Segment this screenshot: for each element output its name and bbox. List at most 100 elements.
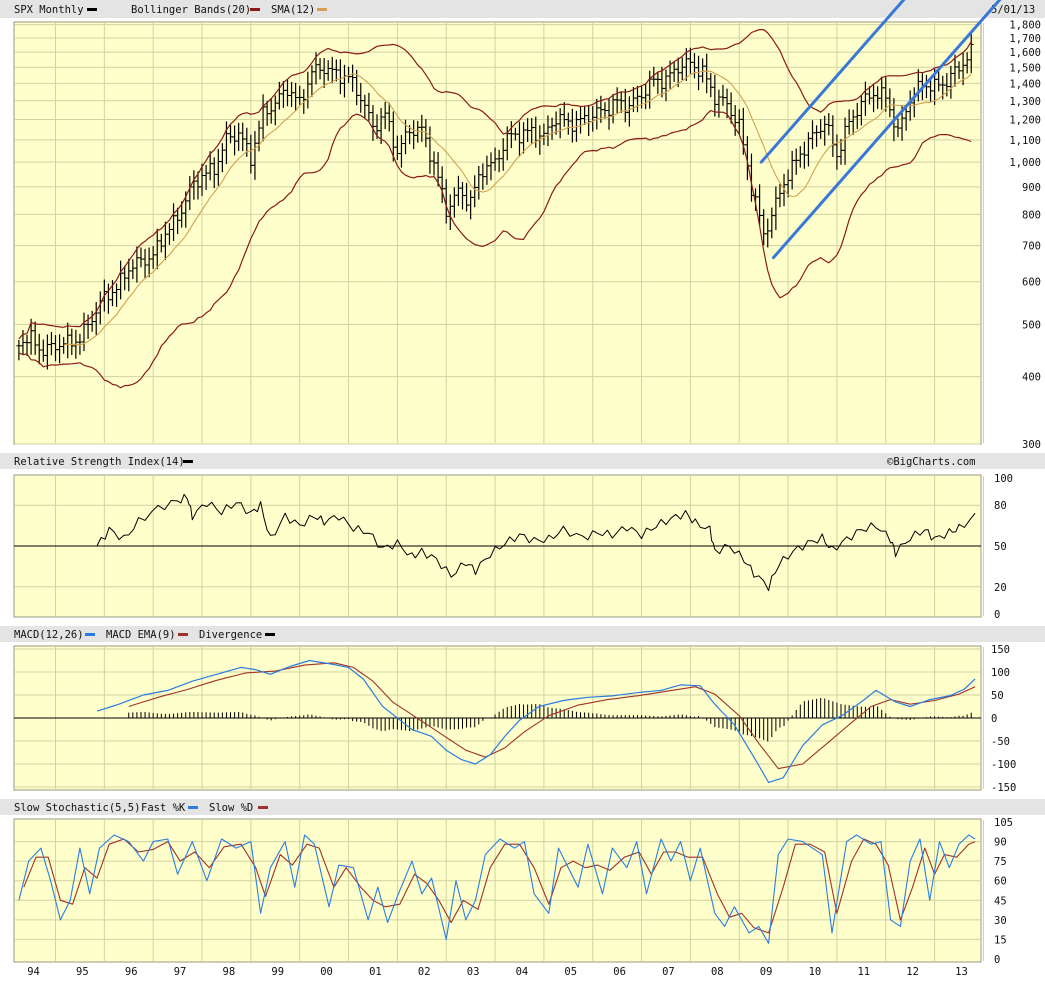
price-ytick-400: 400 [1022,372,1041,384]
price-ytick-1300: 1,300 [1009,96,1041,108]
legend-divergence-swatch [265,633,275,636]
stoch-legend: Slow Stochastic(5,5) Fast %K Slow %D [14,802,268,814]
macd-ytick-0: 0 [991,713,997,725]
x-label-02: 02 [418,966,431,978]
price-ytick-1000: 1,000 [1009,157,1041,169]
legend-sma-swatch [317,8,327,11]
stoch-ytick-60: 60 [994,876,1007,888]
price-legend: SPX Monthly Bollinger Bands(20) SMA(12) [14,4,327,16]
rsi-ytick-20: 20 [994,582,1007,594]
stoch-header-bar [0,799,1045,815]
macd-gridlines [15,647,984,789]
legend-sma-label: SMA(12) [271,4,315,16]
price-ytick-800: 800 [1022,209,1041,221]
x-label-11: 11 [857,966,870,978]
x-label-94: 94 [27,966,40,978]
macd-ytick--150: -150 [991,782,1016,794]
price-ytick-1700: 1,700 [1009,33,1041,45]
rsi-ytick-80: 80 [994,500,1007,512]
price-plot-area [13,21,982,445]
stoch-ytick-45: 45 [994,895,1007,907]
stoch-k-line [18,834,976,944]
price-axis: 300 400 500 600 700 800 900 1,000 1,100 1,200 1,30… [1009,20,1041,451]
legend-fast-k-label: Fast %K [141,802,186,814]
price-ytick-900: 900 [1022,182,1041,194]
x-label-98: 98 [223,966,236,978]
legend-macd-ema-swatch [178,633,188,636]
price-ytick-1500: 1,500 [1009,62,1041,74]
price-header-bar [0,0,1045,18]
price-ytick-500: 500 [1022,319,1041,331]
price-ytick-1400: 1,400 [1009,78,1041,90]
macd-legend: MACD(12,26) MACD EMA(9) Divergence [14,629,275,641]
legend-macd-label: MACD(12,26) [14,629,84,641]
rsi-line [96,493,976,592]
price-ytick-1600: 1,600 [1009,47,1041,59]
legend-spx-swatch [87,8,97,11]
price-ytick-600: 600 [1022,277,1041,289]
price-ytick-300: 300 [1022,439,1041,451]
price-ytick-1100: 1,100 [1009,135,1041,147]
channel-lower-line [771,0,1002,260]
macd-line [96,659,976,784]
x-label-99: 99 [271,966,284,978]
macd-ema-line [128,662,976,770]
legend-divergence-label: Divergence [199,629,262,641]
x-label-03: 03 [467,966,480,978]
rsi-header-bar [0,453,1045,469]
rsi-ytick-50: 50 [994,541,1007,553]
x-label-09: 09 [760,966,773,978]
legend-bollinger-swatch [250,8,260,11]
legend-stoch-label: Slow Stochastic(5,5) [14,802,140,814]
stoch-plot-area [13,818,982,963]
rsi-ytick-0: 0 [994,609,1000,621]
price-bars-group [16,32,974,370]
macd-header-bar [0,626,1045,642]
x-label-01: 01 [369,966,382,978]
stoch-ytick-30: 30 [994,915,1007,927]
price-ytick-1200: 1,200 [1009,114,1041,126]
date-label: 5/01/13 [991,4,1035,16]
legend-slow-d-label: Slow %D [209,802,253,814]
x-label-12: 12 [906,966,919,978]
stoch-ytick-0: 0 [994,954,1000,966]
macd-ytick-150: 150 [991,644,1010,656]
bollinger-upper-line [18,29,972,340]
stoch-lines-group [18,834,976,944]
macd-ytick-50: 50 [991,690,1004,702]
x-label-00: 00 [320,966,333,978]
x-label-05: 05 [564,966,577,978]
price-bar [968,32,974,74]
legend-bollinger-label: Bollinger Bands(20) [131,4,251,16]
macd-ytick--100: -100 [991,759,1016,771]
stoch-d-line [23,838,976,934]
legend-rsi-label: Relative Strength Index(14) [14,456,185,468]
macd-lines-group [14,659,981,784]
rsi-lines-group [14,493,981,592]
legend-fast-k-swatch [188,806,198,809]
x-label-08: 08 [711,966,724,978]
macd-ytick--50: -50 [991,736,1010,748]
price-ytick-1800: 1,800 [1009,20,1041,32]
rsi-axis: 0 20 50 80 100 [994,473,1013,621]
x-label-96: 96 [125,966,138,978]
legend-slow-d-swatch [258,806,268,809]
bollinger-lower-line [18,109,972,389]
watermark: ©BigCharts.com [887,456,976,468]
price-ytick-700: 700 [1022,241,1041,253]
x-label-10: 10 [809,966,822,978]
x-axis: 94 95 96 97 98 99 00 01 02 03 04 05 06 07 08 09 10 11 12 13 [27,966,968,978]
stoch-axis: 0 15 30 45 60 75 90 105 [994,817,1013,966]
stoch-ytick-105: 105 [994,817,1013,829]
stoch-ytick-90: 90 [994,837,1007,849]
x-label-97: 97 [174,966,187,978]
rsi-ytick-100: 100 [994,473,1013,485]
legend-macd-ema-label: MACD EMA(9) [106,629,176,641]
stoch-ytick-75: 75 [994,856,1007,868]
x-label-95: 95 [76,966,89,978]
channel-upper-line [759,0,906,164]
x-label-06: 06 [613,966,626,978]
x-label-13: 13 [955,966,968,978]
macd-ytick-100: 100 [991,667,1010,679]
